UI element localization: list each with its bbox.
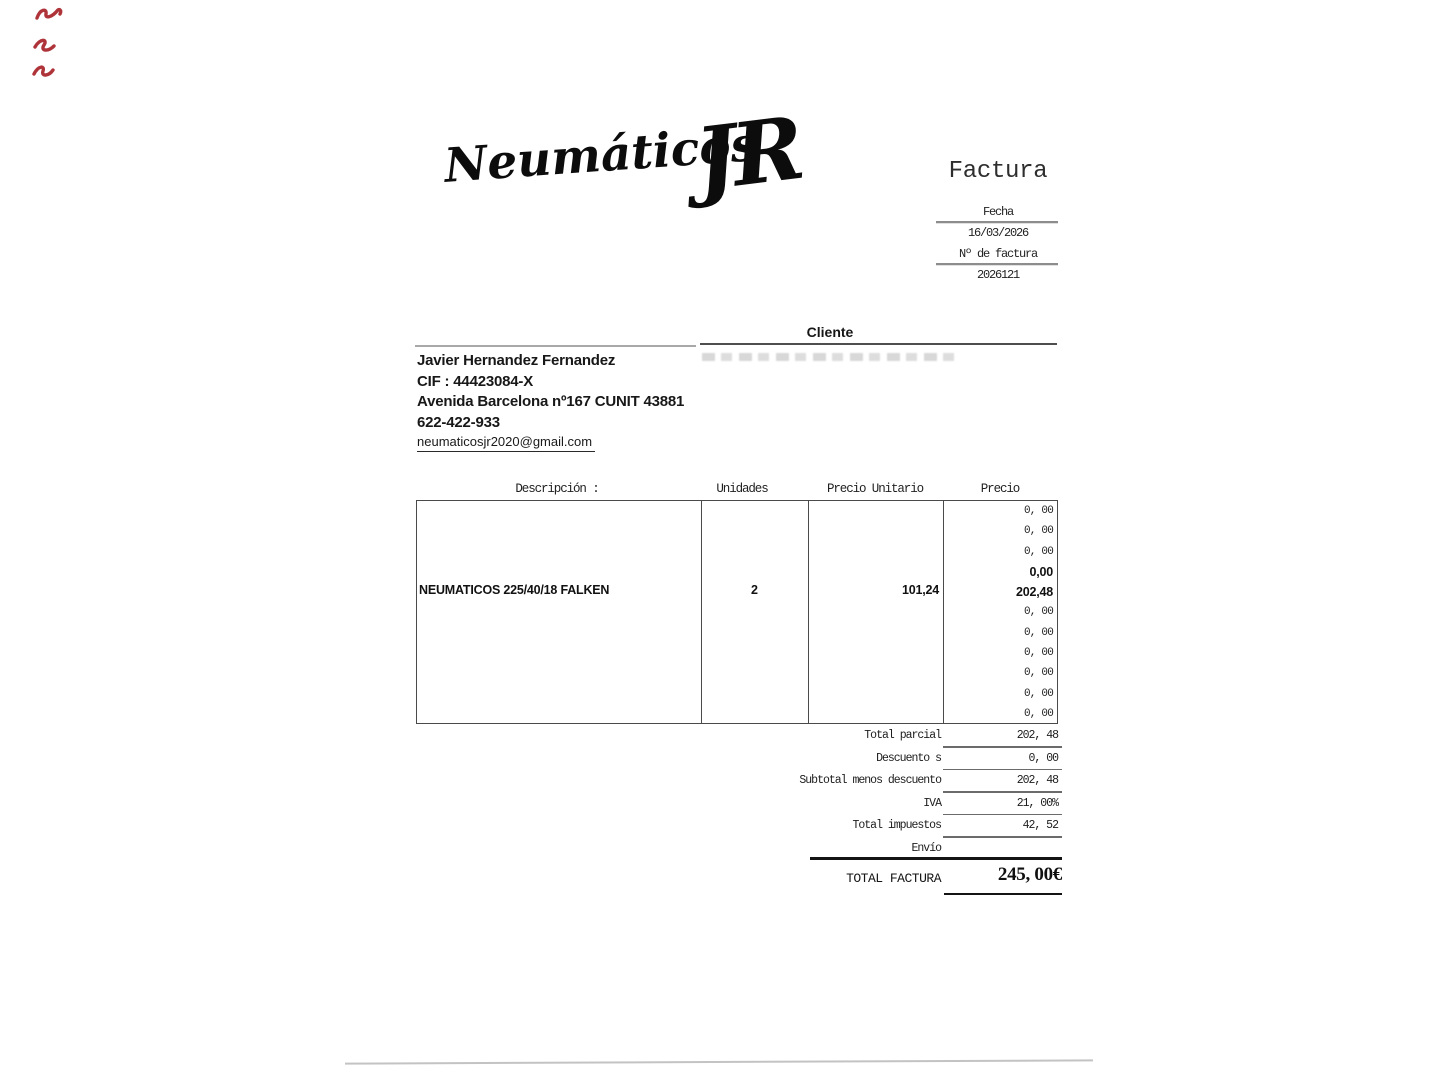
price-cell: 0, 00 [1023, 707, 1054, 720]
totals-row-label: Descuento s [876, 751, 942, 765]
cliente-divider-right [700, 343, 1057, 345]
factura-number-label: Nº de factura [958, 247, 1038, 261]
totals-row-underline [943, 813, 1062, 816]
fecha-divider [936, 221, 1058, 223]
totals-row-value: 202, 48 [1016, 729, 1059, 742]
fecha-label: Fecha [982, 205, 1014, 219]
price-cell: 0, 00 [1023, 525, 1054, 538]
factura-number-divider [936, 263, 1058, 265]
total-factura-label: TOTAL FACTURA [846, 871, 941, 886]
client-cif: CIF : 44423084-X [417, 373, 534, 390]
price-cell: 0, 00 [1023, 687, 1054, 700]
price-rows: 0, 00 0, 00 0, 00 0,00 202,48 0, 00 0, 00 0, 00… [944, 501, 1057, 724]
scan-edge-line [345, 1059, 1093, 1065]
totals-row: Subtotal menos descuento 202, 48 [600, 774, 1062, 797]
totals-row: Descuento s 0, 00 [600, 752, 1062, 775]
totals-row-label: Total impuestos [852, 819, 942, 833]
totals-row-label: Envío [911, 841, 941, 855]
client-email: neumaticosjr2020@gmail.com [417, 434, 596, 452]
price-cell: 0,00 [1029, 564, 1053, 579]
totals-row-value: 42, 52 [1022, 819, 1059, 833]
totals-row: Envío [600, 842, 1062, 865]
client-address: Avenida Barcelona nº167 CUNIT 43881 [417, 393, 685, 410]
col-header-unit-price: Precio Unitario [826, 482, 924, 496]
totals-row-label: Total parcial [864, 729, 942, 742]
total-factura-underline [944, 893, 1062, 896]
item-unit-price: 101,24 [901, 583, 939, 597]
items-table: 0, 00 0, 00 0, 00 0,00 202,48 0, 00 0, 00 0, 00… [416, 500, 1058, 724]
totals-row-underline [943, 768, 1062, 771]
totals-row-underline [943, 746, 1062, 748]
totals-row-value: 21, 00% [1016, 796, 1059, 810]
table-divider-price [943, 501, 945, 723]
totals-block: Total parcial 202, 48 Descuento s 0, 00 Subt… [600, 729, 1062, 865]
totals-row-label: IVA [923, 796, 942, 810]
client-name: Javier Hernandez Fernandez [417, 352, 616, 369]
totals-row: IVA 21, 00% [600, 797, 1062, 820]
document-title: Factura [948, 158, 1048, 185]
totals-row-underline [943, 836, 1062, 838]
scanner-ghost-text [702, 353, 954, 361]
item-units: 2 [751, 583, 758, 597]
totals-row-value: 0, 00 [1028, 751, 1058, 765]
price-cell: 0, 00 [1023, 667, 1054, 680]
total-factura-value: 245, 00€ [997, 864, 1062, 885]
price-cell: 0, 00 [1023, 545, 1054, 558]
totals-row-label: Subtotal menos descuento [799, 774, 942, 788]
client-phone: 622-422-933 [417, 414, 500, 431]
price-cell: 0, 00 [1023, 647, 1054, 660]
company-logo-monogram: JR [690, 98, 806, 211]
cliente-divider-left [415, 345, 696, 347]
totals-row-value: 202, 48 [1016, 774, 1059, 788]
totals-heavy-rule [810, 857, 1062, 860]
col-header-units: Unidades [716, 482, 768, 496]
red-pen-marks [32, 7, 63, 77]
totals-row: Total parcial 202, 48 [600, 729, 1062, 752]
col-header-description: Descripción : [515, 482, 599, 496]
totals-row: Total impuestos 42, 52 [600, 819, 1062, 842]
factura-number-value: 2026121 [976, 268, 1020, 282]
table-divider-units [701, 501, 703, 723]
price-cell: 0, 00 [1023, 505, 1054, 517]
cliente-section-title: Cliente [806, 324, 854, 340]
price-cell: 202,48 [1015, 585, 1053, 600]
col-header-price: Precio [980, 482, 1021, 496]
item-description: NEUMATICOS 225/40/18 FALKEN [419, 583, 610, 597]
fecha-value: 16/03/2026 [967, 226, 1029, 240]
totals-row-underline [943, 791, 1062, 793]
price-cell: 0, 00 [1023, 626, 1054, 639]
table-divider-unit-price [808, 501, 810, 723]
price-cell: 0, 00 [1023, 606, 1054, 619]
